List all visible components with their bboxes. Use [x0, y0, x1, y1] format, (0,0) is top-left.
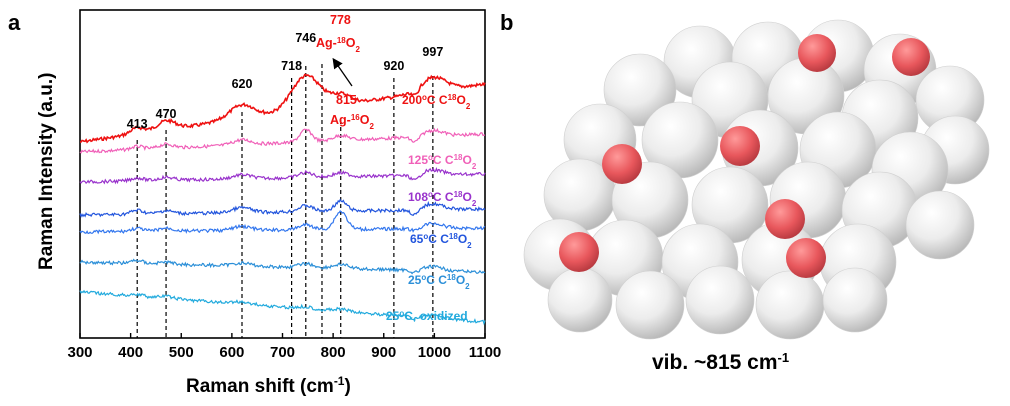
series-label-65c-3: 65oC C18O2 [410, 232, 472, 250]
ag-atom-27 [615, 270, 685, 340]
peak-labels: 413 470 620 718 746 920 997 [127, 31, 444, 131]
annotation-778-number: 778 [330, 13, 351, 27]
oxygen-atom-6 [559, 232, 599, 272]
x-tick-label-700: 700 [270, 344, 295, 361]
ag-atom-29 [755, 270, 825, 340]
dashed-guides [136, 64, 434, 338]
x-tick-label-300: 300 [67, 344, 92, 361]
x-axis-ticks: 300 400 500 600 700 800 900 1000 1100 [67, 333, 501, 361]
ag-atom-26 [547, 267, 613, 333]
x-tick-label-900: 900 [371, 344, 396, 361]
peak-label-997: 997 [422, 45, 443, 59]
x-tick-label-1100: 1100 [469, 344, 502, 361]
series-label-25c-5: 25oC, oxidized [386, 309, 468, 324]
x-tick-label-400: 400 [118, 344, 143, 361]
y-axis-title: Raman Intensity (a.u.) [36, 73, 57, 270]
spectrum-line-3 [79, 198, 486, 219]
series-label-108c-2: 108oC C18O2 [408, 190, 477, 208]
spectrum-line-0 [80, 73, 486, 144]
spectrum-line-4 [79, 210, 486, 235]
peak-label-470: 470 [156, 107, 177, 121]
ag-atom-20 [905, 190, 975, 260]
oxygen-atom-4 [765, 199, 805, 239]
oxygen-atom-3 [720, 126, 760, 166]
oxygen-atom-0 [798, 34, 836, 72]
peak-label-920: 920 [383, 59, 404, 73]
series-label-200c: 200oC C18O2 [402, 93, 471, 111]
series-label-25c-4: 25oC C18O2 [408, 273, 470, 291]
spectrum-line-1 [79, 127, 486, 154]
panel-b-label: b [500, 10, 513, 35]
spectra [79, 73, 486, 326]
panel-a-label: a [8, 10, 21, 35]
spectrum-line-2 [79, 166, 486, 185]
x-tick-label-600: 600 [219, 344, 244, 361]
spectrum-line-5 [79, 258, 486, 275]
series-label-125c-1: 125oC C18O2 [408, 153, 477, 171]
annotation-815-species: Ag-16O2 [330, 113, 374, 131]
vibration-label: vib. ~815 cm-1 [652, 350, 789, 375]
oxygen-atom-2 [602, 144, 642, 184]
x-axis-title: Raman shift (cm-1) [186, 374, 351, 397]
annotation-815-number: 815 [336, 93, 357, 107]
oxygen-atom-5 [786, 238, 826, 278]
peak-label-718: 718 [281, 59, 302, 73]
series-labels: 125oC C18O2 108oC C18O2 65oC C18O2 25oC C18… [386, 153, 477, 324]
peak-label-413: 413 [127, 117, 148, 131]
raman-plot: 300 400 500 600 700 800 900 1000 1100 413 470 620 7… [67, 9, 501, 361]
spectrum-line-6 [79, 289, 486, 326]
annotation-778-species: Ag-18O2 [316, 36, 360, 54]
peak-label-746: 746 [295, 31, 316, 45]
ag-atom-28 [685, 265, 755, 335]
x-tick-label-500: 500 [169, 344, 194, 361]
ag-atom-5 [603, 53, 677, 127]
oxygen-atom-1 [892, 38, 930, 76]
x-tick-label-800: 800 [321, 344, 346, 361]
annotation-815: 815 Ag-16O2 [330, 93, 374, 131]
ag-atom-30 [822, 267, 888, 333]
annotation-778: 778 Ag-18O2 [316, 13, 360, 54]
annotation-arrow [332, 57, 353, 87]
peak-label-620: 620 [232, 77, 253, 91]
x-tick-label-1000: 1000 [418, 344, 451, 361]
silver-cluster-model [523, 19, 990, 340]
